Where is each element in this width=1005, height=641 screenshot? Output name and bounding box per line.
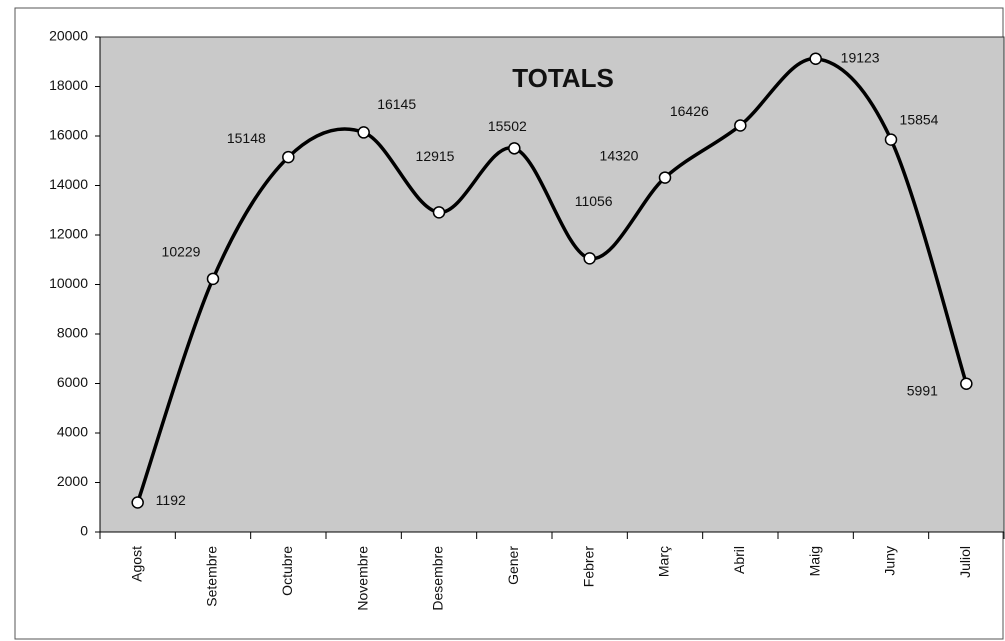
y-tick-label: 14000 bbox=[49, 176, 88, 192]
y-tick-label: 10000 bbox=[49, 275, 88, 291]
data-label: 5991 bbox=[907, 382, 938, 398]
point bbox=[960, 377, 973, 390]
data-label: 16426 bbox=[670, 103, 709, 119]
point bbox=[206, 272, 220, 286]
point bbox=[131, 496, 144, 509]
y-tick-label: 2000 bbox=[57, 473, 88, 489]
x-tick-label: Setembre bbox=[204, 546, 220, 607]
chart-title: TOTALS bbox=[512, 63, 614, 93]
x-tick-label: Febrer bbox=[580, 546, 596, 588]
x-tick-label: Abril bbox=[731, 546, 747, 574]
point bbox=[357, 126, 370, 139]
x-tick-label: Març bbox=[656, 546, 672, 577]
data-label: 1192 bbox=[156, 492, 186, 508]
x-tick-label: Juny bbox=[882, 546, 898, 576]
line bbox=[136, 56, 969, 504]
point bbox=[809, 52, 822, 65]
data-label: 14320 bbox=[600, 147, 639, 163]
x-tick-label: Agost bbox=[128, 546, 144, 582]
data-label: 11056 bbox=[575, 193, 613, 209]
data-label: 19123 bbox=[841, 49, 880, 65]
x-tick-label: Maig bbox=[806, 546, 822, 576]
y-tick-label: 16000 bbox=[49, 127, 88, 143]
x-tick-label: Novembre bbox=[354, 546, 370, 611]
point bbox=[432, 206, 446, 219]
data-label: 16145 bbox=[377, 96, 416, 112]
y-tick-label: 8000 bbox=[57, 325, 88, 341]
data-label: 10229 bbox=[162, 244, 201, 260]
x-tick-label: Gener bbox=[505, 546, 521, 585]
plot-area bbox=[99, 36, 1005, 533]
x-tick-label: Octubre bbox=[279, 546, 295, 596]
point bbox=[282, 150, 295, 164]
point bbox=[658, 171, 672, 184]
point bbox=[508, 142, 521, 155]
data-label: 15148 bbox=[227, 130, 266, 146]
data-label: 15854 bbox=[900, 111, 939, 127]
y-tick-label: 4000 bbox=[57, 424, 88, 440]
x-tick-label: Desembre bbox=[430, 546, 446, 611]
x-tick-label: Juliol bbox=[957, 546, 973, 578]
y-tick-label: 20000 bbox=[49, 28, 88, 44]
point bbox=[734, 119, 747, 132]
data-label: 12915 bbox=[416, 148, 455, 164]
point bbox=[884, 133, 898, 146]
y-tick-label: 0 bbox=[80, 523, 88, 539]
point bbox=[583, 252, 596, 265]
y-tick-label: 18000 bbox=[49, 77, 88, 93]
y-tick-label: 12000 bbox=[49, 226, 88, 242]
data-label: 15502 bbox=[488, 118, 527, 134]
y-tick-label: 6000 bbox=[57, 374, 88, 390]
